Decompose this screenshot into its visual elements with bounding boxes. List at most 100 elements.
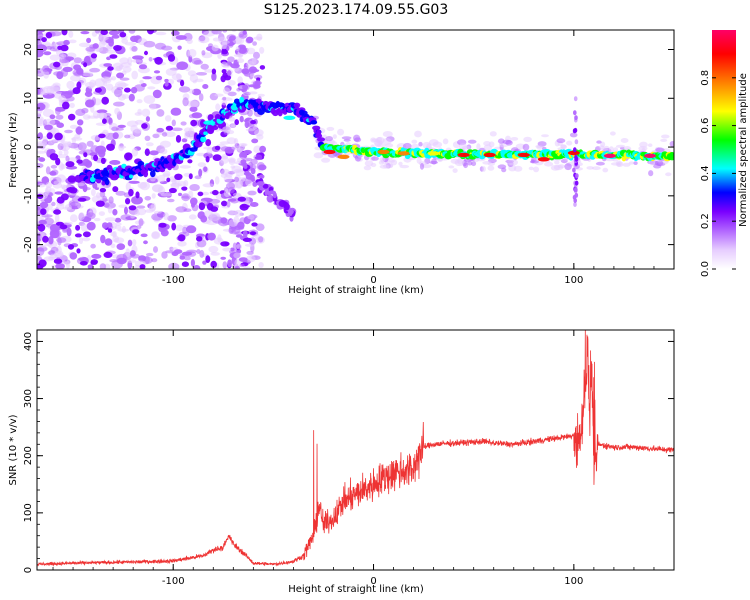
spectrogram-cell: [109, 54, 118, 59]
spectrogram-cell: [337, 154, 350, 159]
spectrogram-cell: [161, 251, 168, 259]
spectrogram-cell: [259, 46, 265, 54]
spectrogram-cell: [237, 76, 243, 84]
spectrogram-cell: [57, 237, 62, 246]
spectrogram-cell: [128, 205, 137, 211]
spectrogram-cell: [112, 235, 120, 243]
spectrogram-cell: [50, 139, 55, 144]
snr-series-line: [37, 330, 674, 567]
spectrogram-cell: [81, 107, 89, 114]
spectrogram-cell: [85, 99, 95, 108]
spectrogram-cell: [48, 235, 54, 245]
spectrogram-cell: [109, 259, 120, 263]
spectrogram-cell: [113, 101, 125, 107]
snr-y-ticks: 0 100 200 300 400: [23, 329, 674, 573]
spectrogram-cell: [144, 50, 148, 56]
spectrogram-cell: [222, 261, 228, 269]
spectrogram-cell: [228, 227, 234, 234]
spectrogram-cell: [211, 44, 219, 52]
spectrogram-cell: [149, 150, 159, 156]
spectrogram-cell: [573, 198, 577, 203]
spectrogram-cell: [596, 140, 602, 144]
spectrogram-cell: [181, 193, 191, 202]
spectrogram-cell: [427, 151, 440, 156]
spectrogram-cell: [228, 219, 238, 227]
colorbar-tick-label: 0.2: [700, 213, 711, 229]
spectrogram-cell: [167, 54, 176, 62]
spectrogram-cell: [43, 217, 54, 225]
spectrogram-cell: [233, 252, 242, 259]
spectrogram-cell: [131, 59, 143, 63]
spectrogram-cell: [181, 186, 188, 191]
spectrogram-cell: [76, 81, 82, 90]
spectrogram-cell: [243, 266, 252, 269]
spectrogram-cell: [323, 149, 336, 155]
spectrogram-cell: [211, 30, 222, 35]
spectrogram-cell: [151, 231, 160, 239]
spectrogram-cell: [37, 142, 45, 148]
spectrogram-cell: [170, 182, 182, 187]
spectrogram-cell: [86, 140, 94, 147]
spectrogram-cell: [86, 221, 96, 231]
spectrogram-cell: [137, 182, 148, 189]
spectrogram-cell: [182, 97, 189, 107]
spectrogram-cell: [125, 198, 131, 205]
spectrogram-cell: [246, 123, 255, 128]
spectrogram-cell: [152, 133, 160, 139]
spectrogram-cell: [50, 164, 58, 169]
spectrogram-cell: [177, 234, 186, 242]
spectrogram-cell: [422, 141, 432, 149]
spectrogram-cell: [293, 102, 301, 108]
spectrogram-cell: [56, 196, 65, 204]
spectrogram-cell: [76, 248, 81, 254]
spectrogram-cell: [112, 208, 118, 216]
spectrogram-cell: [210, 252, 220, 256]
spectrogram-cell: [221, 41, 227, 50]
spectrogram-cell: [165, 125, 173, 131]
spectrogram-cell: [383, 163, 393, 169]
spectrogram-cell: [103, 251, 113, 258]
spectrogram-cell: [37, 233, 42, 242]
spectrogram-cell: [130, 124, 138, 133]
spectrogram-cell: [131, 70, 138, 80]
colorbar-tick-label: 0.6: [700, 118, 711, 134]
spectrogram-cell: [82, 158, 91, 167]
spectrogram-cell: [55, 106, 66, 112]
spectrogram-cell: [390, 159, 398, 166]
spectrogram-cell: [239, 33, 244, 38]
spectrogram-cell: [660, 138, 668, 142]
spectrogram-cell: [522, 143, 530, 151]
spectrogram-cell: [188, 190, 194, 199]
spectrogram-cell: [228, 209, 235, 216]
spectrogram-cell: [89, 79, 97, 88]
spectrogram-cell: [175, 135, 182, 143]
spectrogram-cell: [79, 261, 88, 266]
spectrogram-cell: [37, 193, 44, 200]
spectrogram-cell: [124, 206, 128, 215]
spectrogram-cell: [142, 76, 152, 80]
spectrogram-cell: [197, 162, 206, 168]
spectrogram-cell: [175, 206, 187, 213]
spectrogram-cell: [235, 234, 243, 238]
spectrogram-cell: [100, 30, 108, 36]
spectrogram-cell: [98, 112, 107, 121]
spectrogram-cell: [228, 116, 236, 122]
spectrogram-cell: [42, 65, 50, 73]
spectrogram-cell: [125, 154, 130, 161]
spectrogram-cell: [206, 147, 213, 155]
spectrogram-cell: [661, 134, 670, 139]
spectrogram-cell: [165, 68, 177, 76]
spectrogram-cell: [253, 74, 263, 80]
spectrogram-cell: [238, 143, 247, 148]
spectrogram-cell: [98, 133, 106, 139]
spectrogram-cell: [238, 257, 248, 262]
spectrogram-cell: [37, 49, 44, 58]
spectrogram-cell: [442, 138, 449, 145]
spectrogram-cell: [222, 30, 228, 33]
spectrogram-cell: [234, 209, 243, 217]
spectrogram-cell: [205, 255, 211, 263]
spectrogram-cell: [203, 166, 208, 172]
spectrogram-cell: [246, 250, 254, 255]
spectrogram-cell: [655, 147, 665, 153]
spectrogram-cell: [96, 109, 108, 114]
